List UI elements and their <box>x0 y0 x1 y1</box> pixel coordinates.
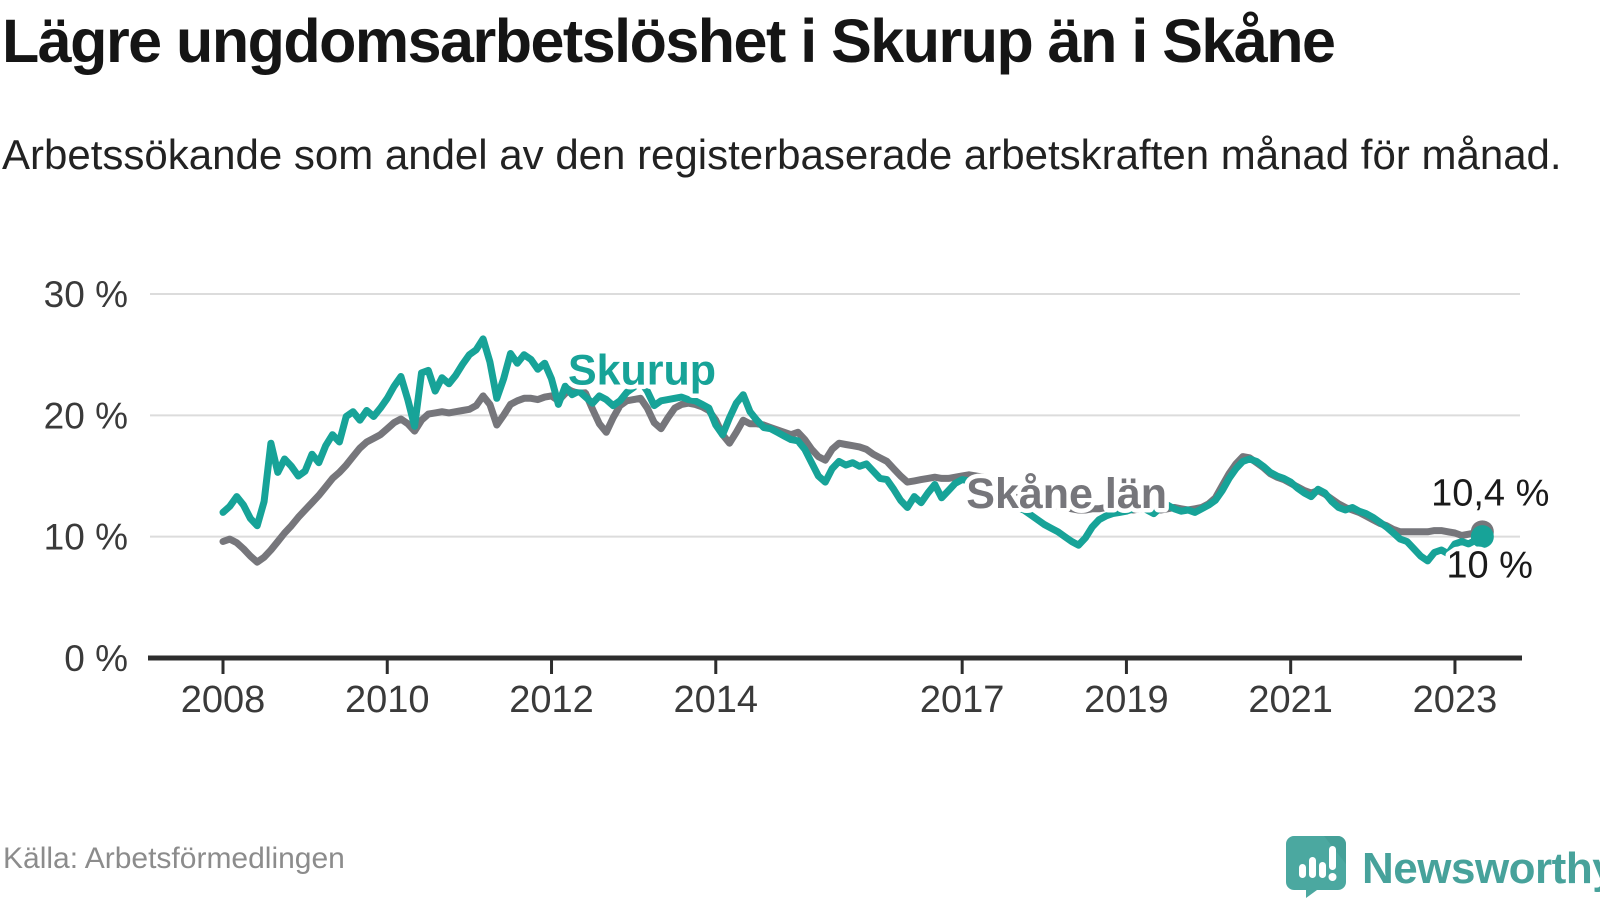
source-note: Källa: Arbetsförmedlingen <box>3 842 345 875</box>
x-tick-label: 2017 <box>920 679 1005 721</box>
end-value-label: 10 % <box>1446 544 1533 586</box>
skurup-end-dot <box>1470 525 1494 549</box>
newsworthy-logo-icon <box>1286 834 1346 900</box>
y-tick-label: 30 % <box>44 274 128 315</box>
x-tick-label: 2014 <box>674 679 759 721</box>
skane-series-label: Skåne län <box>966 470 1167 518</box>
page-title: Lägre ungdomsarbetslöshet i Skurup än i … <box>2 7 1336 75</box>
x-tick-label: 2019 <box>1084 679 1169 721</box>
brand-lockup: Newsworthy <box>1286 834 1600 900</box>
x-tick-label: 2023 <box>1413 679 1498 721</box>
brand-name: Newsworthy <box>1362 843 1600 893</box>
y-tick-label: 20 % <box>44 395 128 436</box>
x-tick-label: 2008 <box>181 679 266 721</box>
x-tick-label: 2021 <box>1248 679 1333 721</box>
skurup-line <box>219 335 1486 565</box>
chart-subtitle: Arbetssökande som andel av den registerb… <box>2 131 1562 178</box>
y-tick-label: 0 % <box>64 638 128 679</box>
end-value-label: 10,4 % <box>1431 473 1549 515</box>
x-tick-label: 2010 <box>345 679 430 721</box>
skurup-series-label: Skurup <box>568 346 716 394</box>
x-tick-label: 2012 <box>509 679 594 721</box>
y-tick-label: 10 % <box>44 517 128 558</box>
